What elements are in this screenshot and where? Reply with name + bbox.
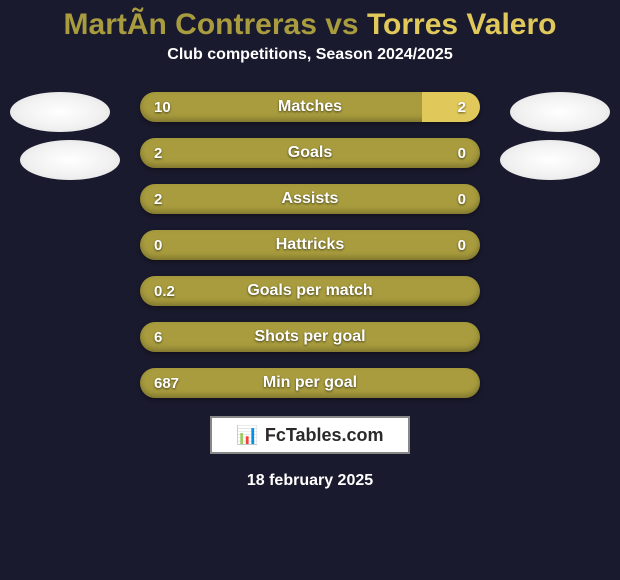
stat-row: 10Matches2 bbox=[140, 92, 480, 122]
comparison-content: 10Matches22Goals02Assists00Hattricks00.2… bbox=[0, 92, 620, 398]
player-right-avatar-2 bbox=[500, 140, 600, 180]
stat-label: Goals per match bbox=[140, 276, 480, 306]
stat-right-value bbox=[452, 368, 480, 398]
stat-right-value: 0 bbox=[444, 230, 480, 260]
stat-label: Shots per goal bbox=[140, 322, 480, 352]
player-right-avatar-1 bbox=[510, 92, 610, 132]
watermark-text: FcTables.com bbox=[265, 425, 384, 446]
title-separator: vs bbox=[317, 8, 367, 41]
watermark: 📊 FcTables.com bbox=[210, 416, 410, 454]
stat-row: 687Min per goal bbox=[140, 368, 480, 398]
stat-right-value: 2 bbox=[444, 92, 480, 122]
page-title: MartÃ­n Contreras vs Torres Valero bbox=[0, 0, 620, 46]
stat-bars: 10Matches22Goals02Assists00Hattricks00.2… bbox=[140, 92, 480, 398]
stat-label: Hattricks bbox=[140, 230, 480, 260]
player-left-avatar-2 bbox=[20, 140, 120, 180]
stat-row: 2Assists0 bbox=[140, 184, 480, 214]
stat-right-value: 0 bbox=[444, 138, 480, 168]
stat-label: Min per goal bbox=[140, 368, 480, 398]
stat-row: 0.2Goals per match bbox=[140, 276, 480, 306]
stat-row: 6Shots per goal bbox=[140, 322, 480, 352]
stat-right-value bbox=[452, 276, 480, 306]
stat-right-value: 0 bbox=[444, 184, 480, 214]
chart-icon: 📊 bbox=[236, 425, 258, 446]
title-left-name: MartÃ­n Contreras bbox=[64, 8, 317, 41]
subtitle: Club competitions, Season 2024/2025 bbox=[0, 46, 620, 92]
stat-label: Matches bbox=[140, 92, 480, 122]
stat-label: Goals bbox=[140, 138, 480, 168]
title-right-name: Torres Valero bbox=[367, 8, 557, 41]
stat-right-value bbox=[452, 322, 480, 352]
footer-date: 18 february 2025 bbox=[0, 472, 620, 490]
stat-label: Assists bbox=[140, 184, 480, 214]
stat-row: 0Hattricks0 bbox=[140, 230, 480, 260]
stat-row: 2Goals0 bbox=[140, 138, 480, 168]
player-left-avatar-1 bbox=[10, 92, 110, 132]
